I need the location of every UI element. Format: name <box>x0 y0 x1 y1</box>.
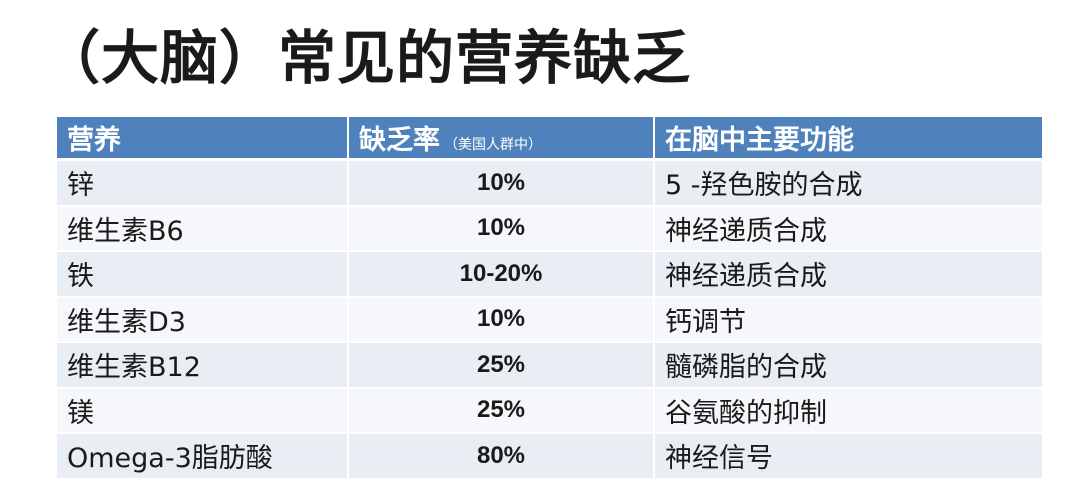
cell-nutrient: 锌 <box>57 161 347 207</box>
table-row: Omega-3脂肪酸 80% 神经信号 <box>57 434 1042 480</box>
table-header-row: 营养 缺乏率 （美国人群中） 在脑中主要功能 <box>57 117 1042 161</box>
cell-rate: 10% <box>347 161 653 207</box>
table-row: 维生素B12 25% 髓磷脂的合成 <box>57 343 1042 389</box>
table-row: 镁 25% 谷氨酸的抑制 <box>57 388 1042 434</box>
cell-function: 神经信号 <box>653 434 1042 480</box>
cell-function: 髓磷脂的合成 <box>653 343 1042 389</box>
cell-rate: 80% <box>347 434 653 480</box>
cell-function: 钙调节 <box>653 297 1042 343</box>
header-function-label: 在脑中主要功能 <box>665 125 854 156</box>
cell-function: 5 -羟色胺的合成 <box>653 161 1042 207</box>
header-rate-note: （美国人群中） <box>444 137 542 153</box>
nutrition-table: 营养 缺乏率 （美国人群中） 在脑中主要功能 锌 10% 5 -羟色胺的合成 维生… <box>57 117 1042 480</box>
header-nutrient-label: 营养 <box>67 125 121 156</box>
header-rate-label: 缺乏率 <box>359 125 440 156</box>
table-row: 铁 10-20% 神经递质合成 <box>57 252 1042 298</box>
table-row: 锌 10% 5 -羟色胺的合成 <box>57 161 1042 207</box>
header-rate: 缺乏率 （美国人群中） <box>347 117 653 161</box>
cell-rate: 10% <box>347 206 653 252</box>
cell-rate: 10-20% <box>347 252 653 298</box>
page-title: （大脑）常见的营养缺乏 <box>42 24 692 92</box>
cell-rate: 25% <box>347 343 653 389</box>
cell-nutrient: 镁 <box>57 388 347 434</box>
cell-nutrient: 铁 <box>57 252 347 298</box>
cell-nutrient: Omega-3脂肪酸 <box>57 434 347 480</box>
cell-rate: 25% <box>347 388 653 434</box>
cell-function: 谷氨酸的抑制 <box>653 388 1042 434</box>
cell-nutrient: 维生素B6 <box>57 206 347 252</box>
cell-function: 神经递质合成 <box>653 252 1042 298</box>
cell-nutrient: 维生素B12 <box>57 343 347 389</box>
cell-function: 神经递质合成 <box>653 206 1042 252</box>
table-row: 维生素D3 10% 钙调节 <box>57 297 1042 343</box>
header-function: 在脑中主要功能 <box>653 117 1042 161</box>
cell-nutrient: 维生素D3 <box>57 297 347 343</box>
cell-rate: 10% <box>347 297 653 343</box>
header-nutrient: 营养 <box>57 117 347 161</box>
table-row: 维生素B6 10% 神经递质合成 <box>57 206 1042 252</box>
